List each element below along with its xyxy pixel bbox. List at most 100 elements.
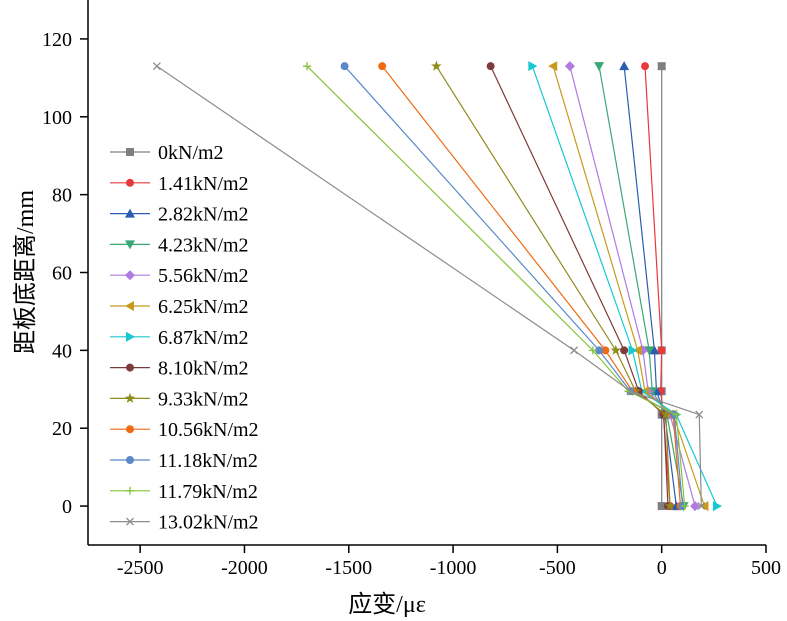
data-point	[619, 61, 630, 71]
legend-item: 9.33kN/m2	[110, 388, 249, 410]
legend-label: 0kN/m2	[158, 142, 224, 164]
data-point	[431, 60, 442, 71]
series-line	[344, 65, 684, 507]
series-line	[306, 65, 686, 507]
y-axis-title: 距板底距离/mm	[12, 190, 39, 354]
legend-label: 2.82kN/m2	[158, 204, 249, 226]
legend-marker	[126, 331, 135, 342]
legend-marker	[125, 208, 135, 218]
legend-label: 11.79kN/m2	[158, 481, 258, 503]
x-tick-label: 500	[751, 557, 781, 579]
data-point	[340, 62, 349, 71]
data-point	[699, 501, 709, 512]
legend-item: 6.25kN/m2	[110, 296, 249, 318]
data-point	[649, 345, 660, 355]
y-tick-label: 20	[52, 418, 72, 440]
y-tick-label: 60	[52, 263, 72, 285]
plot-area	[152, 60, 722, 512]
data-point	[695, 410, 704, 419]
y-tick-label: 100	[42, 107, 72, 129]
legend-item: 0kN/m2	[110, 142, 224, 164]
data-point	[486, 62, 495, 71]
data-point	[712, 501, 722, 512]
data-point	[657, 62, 666, 71]
legend-item: 1.41kN/m2	[110, 173, 249, 195]
series-line	[381, 65, 682, 507]
data-point	[690, 501, 701, 512]
legend-label: 6.87kN/m2	[158, 327, 249, 349]
data-point	[594, 62, 605, 72]
series-4	[564, 61, 701, 512]
series-5	[548, 61, 709, 512]
x-tick-label: -1000	[430, 557, 477, 579]
data-point	[564, 61, 575, 72]
legend-item: 5.56kN/m2	[110, 265, 249, 287]
y-tick-label: 80	[52, 185, 72, 207]
data-point	[570, 346, 579, 355]
data-point	[548, 61, 558, 72]
legend-item: 8.10kN/m2	[110, 358, 249, 380]
x-tick-label: -2000	[221, 557, 268, 579]
data-point	[152, 62, 161, 71]
legend-label: 4.23kN/m2	[158, 234, 249, 256]
series-line	[531, 65, 718, 507]
series-3	[594, 62, 689, 512]
x-tick-label: -2500	[117, 557, 164, 579]
series-line	[490, 65, 669, 507]
series-1	[641, 62, 675, 511]
y-tick-label: 40	[52, 340, 72, 362]
data-point	[595, 346, 604, 355]
data-point	[672, 410, 681, 419]
legend-marker	[126, 456, 134, 464]
legend-marker	[125, 301, 134, 311]
series-6	[528, 61, 722, 512]
series-12	[152, 62, 706, 511]
series-line	[598, 66, 685, 507]
series-10	[340, 62, 687, 511]
data-point	[610, 344, 622, 355]
data-point	[528, 61, 538, 72]
legend-marker	[126, 148, 134, 156]
legend: 0kN/m2 1.41kN/m2 2.82kN/m2 4.23kN/m2 5.56kN/…	[110, 142, 259, 534]
x-tick-label: -500	[539, 557, 576, 579]
series-line	[623, 66, 677, 507]
legend-item: 11.79kN/m2	[110, 481, 258, 503]
legend-marker	[126, 486, 134, 495]
series-line	[435, 65, 671, 507]
legend-item: 10.56kN/m2	[110, 419, 259, 441]
data-point	[664, 500, 676, 511]
data-point	[657, 346, 666, 355]
axes: -2500 -2000 -1500 -1000 -500 0 500 0 20 40 60 80 100…	[42, 0, 781, 579]
data-point	[697, 502, 706, 511]
x-tick-label: -1500	[325, 557, 372, 579]
legend-item: 11.18kN/m2	[110, 450, 258, 472]
data-point	[588, 346, 597, 355]
legend-label: 13.02kN/m2	[158, 512, 259, 534]
legend-label: 5.56kN/m2	[158, 265, 249, 287]
data-point	[680, 502, 689, 511]
legend-label: 11.18kN/m2	[158, 450, 258, 472]
series-9	[378, 62, 685, 511]
series-7	[486, 62, 672, 511]
legend-item: 4.23kN/m2	[110, 234, 249, 256]
data-point	[303, 62, 312, 71]
data-point	[657, 502, 666, 511]
legend-marker	[125, 240, 135, 250]
legend-label: 9.33kN/m2	[158, 388, 249, 410]
x-axis-title: 应变/με	[348, 591, 426, 618]
legend-marker	[126, 517, 134, 526]
data-point	[644, 346, 655, 356]
legend-label: 6.25kN/m2	[158, 296, 249, 318]
data-point	[378, 62, 387, 71]
legend-marker	[126, 363, 134, 372]
legend-label: 10.56kN/m2	[158, 419, 259, 441]
legend-marker	[124, 392, 136, 403]
series-8	[431, 60, 676, 511]
legend-marker	[126, 425, 134, 434]
data-point	[626, 387, 635, 396]
data-point	[641, 62, 650, 71]
legend-item: 6.87kN/m2	[110, 327, 249, 349]
legend-label: 8.10kN/m2	[158, 358, 249, 380]
y-tick-label: 120	[42, 29, 72, 51]
